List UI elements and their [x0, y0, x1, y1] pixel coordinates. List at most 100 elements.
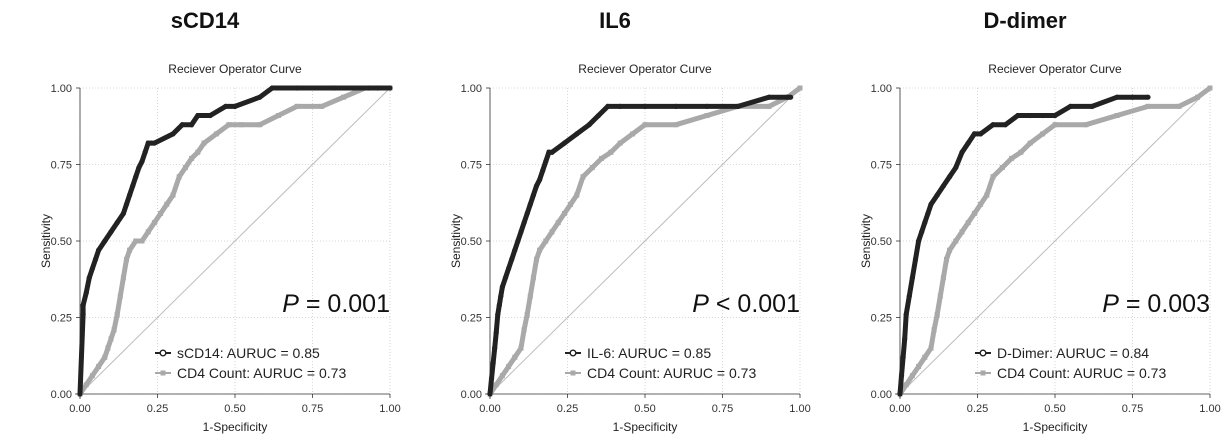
data-point	[705, 113, 710, 118]
data-point	[170, 131, 175, 136]
data-point	[525, 312, 530, 317]
data-point	[534, 257, 539, 262]
data-point	[531, 275, 536, 280]
data-point	[491, 361, 496, 366]
x-tick-label: 0.25	[147, 403, 168, 415]
data-point	[108, 229, 113, 234]
data-point	[642, 104, 647, 109]
y-tick-label: 0.50	[51, 236, 72, 248]
data-point	[935, 312, 940, 317]
data-point	[643, 122, 648, 127]
x-tick-label: 0.25	[967, 403, 988, 415]
data-point	[904, 382, 909, 387]
data-point	[767, 104, 772, 109]
p-value-annotation: P < 0.001	[692, 290, 800, 318]
data-point	[195, 150, 200, 155]
data-point	[766, 95, 771, 100]
data-point	[133, 174, 138, 179]
data-point	[506, 364, 511, 369]
data-point	[925, 211, 930, 216]
data-point	[257, 95, 262, 100]
legend-key-marker	[570, 350, 576, 356]
data-point	[189, 122, 194, 127]
data-point	[102, 355, 107, 360]
x-tick-label: 0.00	[479, 403, 500, 415]
data-point	[115, 220, 120, 225]
data-point	[214, 131, 219, 136]
data-point	[901, 355, 906, 360]
data-point	[1009, 156, 1014, 161]
p-value-text: < 0.001	[709, 290, 800, 318]
y-tick-label: 0.75	[461, 160, 482, 172]
data-point	[935, 193, 940, 198]
legend-key-marker	[160, 350, 166, 356]
data-point	[531, 193, 536, 198]
data-point	[549, 150, 554, 155]
data-point	[487, 391, 492, 396]
data-point	[494, 382, 499, 387]
data-point	[257, 122, 262, 127]
x-axis-label: 1-Specificity	[613, 420, 678, 434]
data-point	[1084, 122, 1089, 127]
legend-key-marker	[980, 350, 986, 356]
x-tick-label: 0.25	[557, 403, 578, 415]
data-point	[798, 86, 803, 91]
legend-label: CD4 Count: AURUC = 0.73	[587, 365, 756, 381]
data-point	[332, 85, 337, 90]
data-point	[90, 266, 95, 271]
roc-panel-il6: IL6 Reciever Operator Curve 0.00 0.25 0.50 0…	[410, 0, 820, 446]
p-symbol: P	[282, 290, 299, 318]
p-value-annotation: P = 0.003	[1102, 290, 1210, 318]
data-point	[164, 202, 169, 207]
data-point	[512, 355, 517, 360]
data-point	[90, 373, 95, 378]
data-point	[704, 104, 709, 109]
roc-chart: Reciever Operator Curve 0.00 0.25 0.50 0.75 1…	[0, 0, 410, 446]
data-point	[618, 141, 623, 146]
data-point	[495, 312, 500, 317]
data-point	[978, 131, 983, 136]
data-point	[152, 140, 157, 145]
data-point	[902, 336, 907, 341]
data-point	[899, 373, 904, 378]
data-point	[922, 220, 927, 225]
data-point	[127, 193, 132, 198]
data-point	[953, 239, 958, 244]
y-tick-label: 0.00	[871, 389, 892, 401]
p-value-annotation: P = 0.001	[282, 290, 390, 318]
data-point	[130, 183, 135, 188]
data-point	[596, 113, 601, 118]
data-point	[87, 275, 92, 280]
data-point	[910, 275, 915, 280]
data-point	[492, 346, 497, 351]
data-point	[944, 257, 949, 262]
data-point	[913, 257, 918, 262]
data-point	[1208, 86, 1213, 91]
data-point	[208, 113, 213, 118]
data-point	[366, 85, 371, 90]
data-point	[932, 327, 937, 332]
data-point	[112, 327, 117, 332]
data-point	[916, 238, 921, 243]
x-tick-label: 1.00	[379, 403, 400, 415]
data-point	[673, 104, 678, 109]
y-tick-label: 0.75	[871, 160, 892, 172]
data-point	[93, 257, 98, 262]
data-point	[136, 165, 141, 170]
data-point	[177, 174, 182, 179]
y-tick-label: 1.00	[51, 83, 72, 95]
data-point	[115, 312, 120, 317]
data-point	[183, 165, 188, 170]
data-point	[189, 156, 194, 161]
data-point	[972, 211, 977, 216]
data-point	[319, 104, 324, 109]
y-tick-label: 0.25	[461, 313, 482, 325]
data-point	[1195, 95, 1200, 100]
data-point	[1052, 113, 1057, 118]
data-point	[124, 202, 129, 207]
legend-key-marker	[161, 371, 166, 376]
data-point	[1018, 150, 1023, 155]
y-axis-label: Sensitivity	[859, 214, 873, 268]
data-point	[1028, 141, 1033, 146]
data-point	[941, 183, 946, 188]
